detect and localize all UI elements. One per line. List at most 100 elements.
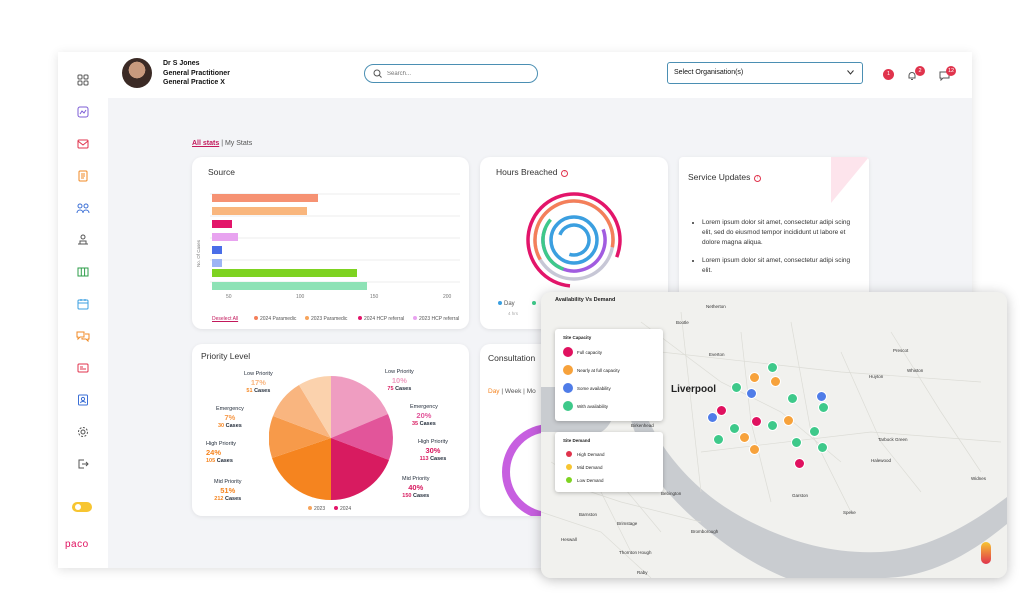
source-ylabel: No. Of Cases	[196, 239, 201, 267]
site-pin[interactable]	[729, 423, 740, 434]
priority-pie-chart	[269, 376, 393, 500]
priority-right-low: Low Priority 10% 75 Cases	[385, 369, 414, 392]
map-place: Bebington	[661, 491, 682, 496]
map-place: Bromborough	[691, 529, 719, 534]
site-pin[interactable]	[749, 444, 760, 455]
sidebar: paco	[58, 52, 108, 568]
contact-icon[interactable]	[75, 392, 91, 408]
map-place: Birkenhead	[631, 423, 654, 428]
demand-high[interactable]: High Demand	[566, 451, 605, 457]
site-pin[interactable]	[794, 458, 805, 469]
filter-day[interactable]: Day	[488, 388, 500, 395]
source-bar	[212, 259, 222, 267]
capacity-some[interactable]: Some availability	[563, 383, 611, 393]
dashboard-icon[interactable]	[75, 72, 91, 88]
map-place: Everton	[709, 352, 725, 357]
demand-low[interactable]: Low Demand	[566, 477, 604, 483]
alert-badge[interactable]: 1	[883, 69, 894, 80]
capacity-with[interactable]: With availability	[563, 401, 608, 411]
priority-left-low: Low Priority 17% 51 Cases	[244, 371, 273, 394]
filter-month[interactable]: Mo	[526, 388, 536, 395]
site-pin[interactable]	[716, 405, 727, 416]
hours-breached-title: Hours Breached!	[496, 167, 569, 177]
search-box[interactable]	[364, 64, 538, 83]
filter-week[interactable]: Week	[504, 388, 522, 395]
site-pin[interactable]	[751, 416, 762, 427]
avatar[interactable]	[122, 58, 152, 88]
site-pin[interactable]	[816, 391, 827, 402]
demand-mid[interactable]: Mid Demand	[566, 464, 603, 470]
site-pin[interactable]	[767, 420, 778, 431]
stats-tabs: All stats | My Stats	[192, 140, 252, 147]
site-pin[interactable]	[739, 432, 750, 443]
map-place: Netherton	[706, 304, 726, 309]
map-place: Speke	[843, 510, 856, 515]
settings-icon[interactable]	[75, 424, 91, 440]
x-tick: 50	[226, 294, 232, 300]
id-card-icon[interactable]	[75, 360, 91, 376]
site-pin[interactable]	[731, 382, 742, 393]
site-pin[interactable]	[746, 388, 757, 399]
capacity-nearly[interactable]: Nearly at full capacity	[563, 365, 620, 375]
search-icon	[373, 69, 382, 78]
site-pin[interactable]	[713, 434, 724, 445]
site-pin[interactable]	[809, 426, 820, 437]
priority-title: Priority Level	[201, 351, 251, 361]
legend-2024[interactable]: 2024	[334, 506, 351, 512]
site-pin[interactable]	[791, 437, 802, 448]
logout-icon[interactable]	[75, 456, 91, 472]
reports-icon[interactable]	[75, 104, 91, 120]
site-pin[interactable]	[787, 393, 798, 404]
x-tick: 100	[296, 294, 305, 300]
user-role: General Practitioner	[163, 69, 230, 77]
map-place: Barnston	[579, 512, 598, 517]
chat-icon[interactable]	[75, 328, 91, 344]
tab-my-stats[interactable]: My Stats	[224, 140, 253, 147]
theme-toggle[interactable]	[72, 502, 92, 512]
tab-separator: |	[221, 140, 224, 147]
network-icon[interactable]	[75, 232, 91, 248]
search-input[interactable]	[387, 68, 527, 79]
site-pin[interactable]	[767, 362, 778, 373]
service-update-item: Lorem ipsum dolor sit amet, consectetur …	[702, 218, 862, 248]
priority-left-high: High Priority 24% 105 Cases	[206, 441, 236, 464]
map-place: Widnes	[971, 476, 987, 481]
map-place: Tarbock Green	[878, 437, 908, 442]
priority-right-mid: Mid Priority 40% 150 Cases	[402, 476, 430, 499]
bell-icon[interactable]	[907, 71, 917, 81]
site-pin[interactable]	[707, 412, 718, 423]
mail-icon[interactable]	[75, 136, 91, 152]
priority-left-mid: Mid Priority 51% 212 Cases	[214, 479, 242, 502]
users-icon[interactable]	[75, 200, 91, 216]
service-updates-list: Lorem ipsum dolor sit amet, consectetur …	[696, 218, 862, 284]
table-icon[interactable]	[75, 264, 91, 280]
tab-all-stats[interactable]: All stats	[192, 140, 220, 147]
source-bar	[212, 220, 232, 228]
organisation-select[interactable]: Select Organisation(s)	[667, 62, 863, 84]
source-bar	[212, 233, 238, 241]
site-pin[interactable]	[783, 415, 794, 426]
hours-radial-chart	[526, 192, 622, 288]
legend-item[interactable]: 2023 HCP referral	[413, 316, 459, 322]
site-pin[interactable]	[770, 376, 781, 387]
consultation-filters: Day | Week | Mo	[488, 388, 536, 395]
capacity-full[interactable]: Full capacity	[563, 347, 602, 357]
legend-day[interactable]: Day	[498, 301, 515, 307]
document-icon[interactable]	[75, 168, 91, 184]
deselect-all-link[interactable]: Deselect All	[212, 316, 239, 322]
source-bar	[212, 282, 367, 290]
site-demand-legend: Site Demand High Demand Mid Demand Low D…	[555, 432, 663, 492]
user-practice: General Practice X	[163, 79, 225, 86]
consultation-title: Consultation	[488, 353, 536, 363]
site-pin[interactable]	[818, 402, 829, 413]
site-pin[interactable]	[749, 372, 760, 383]
site-pin[interactable]	[817, 442, 828, 453]
legend-item[interactable]: 2023 Paramedic	[305, 316, 347, 322]
notifications-badge: 2	[915, 66, 925, 76]
legend-item[interactable]: 2024 Paramedic	[254, 316, 296, 322]
zoom-control[interactable]	[981, 542, 991, 564]
service-updates-title: Service Updates!	[688, 172, 762, 182]
legend-item[interactable]: 2024 HCP referral	[358, 316, 404, 322]
calendar-icon[interactable]	[75, 296, 91, 312]
legend-2023[interactable]: 2023	[308, 506, 325, 512]
